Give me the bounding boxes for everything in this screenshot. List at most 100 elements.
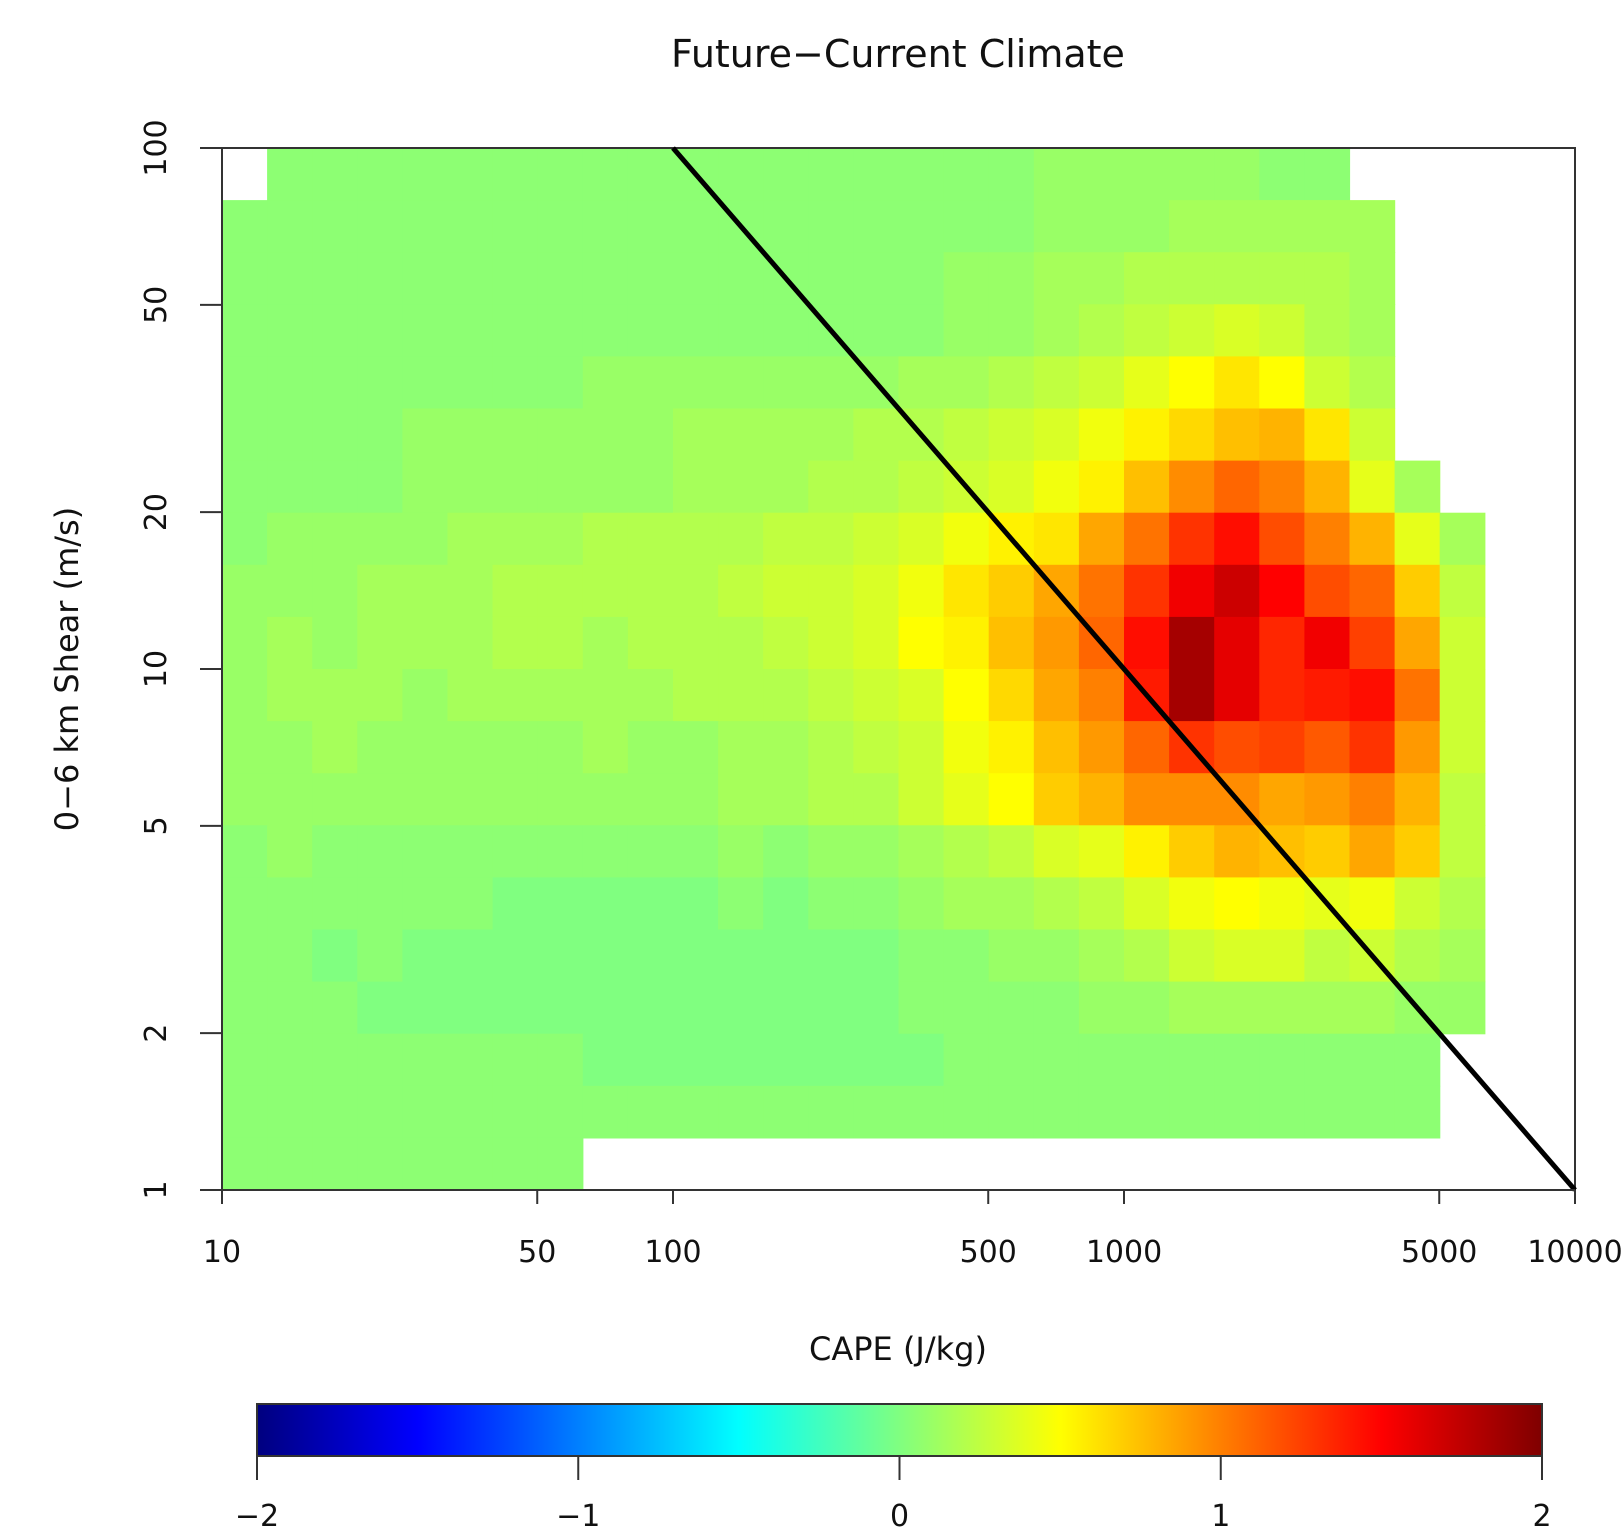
heatmap-cell [763, 1085, 809, 1139]
heatmap-cell [853, 721, 900, 774]
heatmap-cell [1033, 1085, 1080, 1139]
heatmap-cell [582, 1033, 629, 1087]
heatmap-cell [853, 825, 900, 878]
heatmap-cell [402, 304, 449, 357]
heatmap-cell [1033, 669, 1080, 722]
heatmap-cell [988, 564, 1035, 618]
heatmap-cell [1169, 1085, 1215, 1139]
heatmap-cell [267, 825, 313, 878]
heatmap-cell [1124, 877, 1170, 931]
heatmap-cell [1439, 929, 1486, 983]
y-axis-label: 0−6 km Shear (m/s) [48, 507, 86, 831]
heatmap-cell [627, 929, 674, 983]
heatmap-cell [1394, 564, 1441, 618]
heatmap-cell [267, 877, 313, 931]
heatmap-cell [447, 564, 494, 618]
heatmap-cell [492, 1033, 539, 1087]
heatmap-cell [627, 773, 674, 826]
heatmap-cell [673, 1085, 719, 1139]
heatmap-cell [627, 825, 674, 878]
heatmap-cell [537, 929, 584, 983]
heatmap-cell [1259, 981, 1305, 1035]
heatmap-cell [312, 512, 358, 566]
y-tick-label: 50 [139, 286, 174, 324]
heatmap-cell [222, 1033, 268, 1087]
heatmap-cell [673, 252, 719, 305]
heatmap-cell [853, 1033, 900, 1087]
heatmap-cell [447, 669, 494, 722]
heatmap-cell [537, 564, 584, 618]
heatmap-cell [808, 564, 854, 618]
heatmap-cell [222, 252, 268, 305]
heatmap-cell [1304, 512, 1351, 566]
heatmap-cell [1259, 669, 1305, 722]
heatmap-cell [402, 721, 449, 774]
heatmap-cell [988, 929, 1035, 983]
heatmap-cell [898, 1033, 945, 1087]
heatmap-cell [718, 1085, 764, 1139]
heatmap-cell [943, 200, 990, 253]
heatmap-cell [537, 148, 584, 201]
heatmap-cell [1259, 304, 1305, 357]
colorbar [256, 1403, 1543, 1457]
heatmap-cell [447, 773, 494, 826]
heatmap-cell [943, 356, 990, 410]
heatmap-cell [267, 1085, 313, 1139]
heatmap-cell [763, 200, 809, 253]
heatmap-cell [1078, 408, 1125, 462]
heatmap-cells [222, 148, 1486, 1191]
heatmap-cell [1078, 929, 1125, 983]
y-tick-label: 100 [139, 119, 174, 176]
heatmap-cell [1349, 1033, 1396, 1087]
heatmap-cell [357, 252, 403, 305]
heatmap-cell [718, 616, 764, 670]
heatmap-cell [537, 1085, 584, 1139]
heatmap-cell [1214, 252, 1260, 305]
heatmap-cell [943, 929, 990, 983]
heatmap-cell [1304, 356, 1351, 410]
y-tick-label: 20 [139, 493, 174, 531]
heatmap-cell [357, 1085, 403, 1139]
heatmap-cell [763, 981, 809, 1035]
heatmap-cell [627, 669, 674, 722]
heatmap-cell [853, 1085, 900, 1139]
heatmap-cell [222, 1137, 268, 1191]
heatmap-cell [1033, 252, 1080, 305]
heatmap-cell [1214, 304, 1260, 357]
heatmap-cell [627, 564, 674, 618]
heatmap-cell [988, 200, 1035, 253]
heatmap-cell [222, 669, 268, 722]
heatmap-cell [447, 460, 494, 514]
heatmap-cell [222, 773, 268, 826]
heatmap-cell [1078, 356, 1125, 410]
heatmap-cell [402, 200, 449, 253]
heatmap-cell [492, 200, 539, 253]
heatmap-cell [1033, 148, 1080, 201]
heatmap-cell [1394, 616, 1441, 670]
heatmap-cell [312, 252, 358, 305]
heatmap-cell [1349, 616, 1396, 670]
heatmap-cell [898, 721, 945, 774]
heatmap-cell [267, 148, 313, 201]
heatmap-cell [627, 1085, 674, 1139]
heatmap-cell [492, 564, 539, 618]
heatmap-cell [537, 356, 584, 410]
heatmap-cell [1078, 512, 1125, 566]
colorbar-tick-label: 1 [1211, 1499, 1230, 1534]
heatmap-cell [673, 929, 719, 983]
heatmap-cell [1394, 773, 1441, 826]
heatmap-cell [537, 773, 584, 826]
heatmap-cell [1304, 200, 1351, 253]
heatmap-cell [1214, 564, 1260, 618]
heatmap-cell [447, 825, 494, 878]
heatmap-cell [1304, 773, 1351, 826]
heatmap-cell [1304, 616, 1351, 670]
heatmap-cell [267, 616, 313, 670]
heatmap-cell [718, 460, 764, 514]
heatmap-cell [222, 200, 268, 253]
heatmap-cell [492, 721, 539, 774]
heatmap-cell [312, 721, 358, 774]
heatmap-cell [853, 252, 900, 305]
heatmap-cell [312, 929, 358, 983]
heatmap-cell [222, 408, 268, 462]
